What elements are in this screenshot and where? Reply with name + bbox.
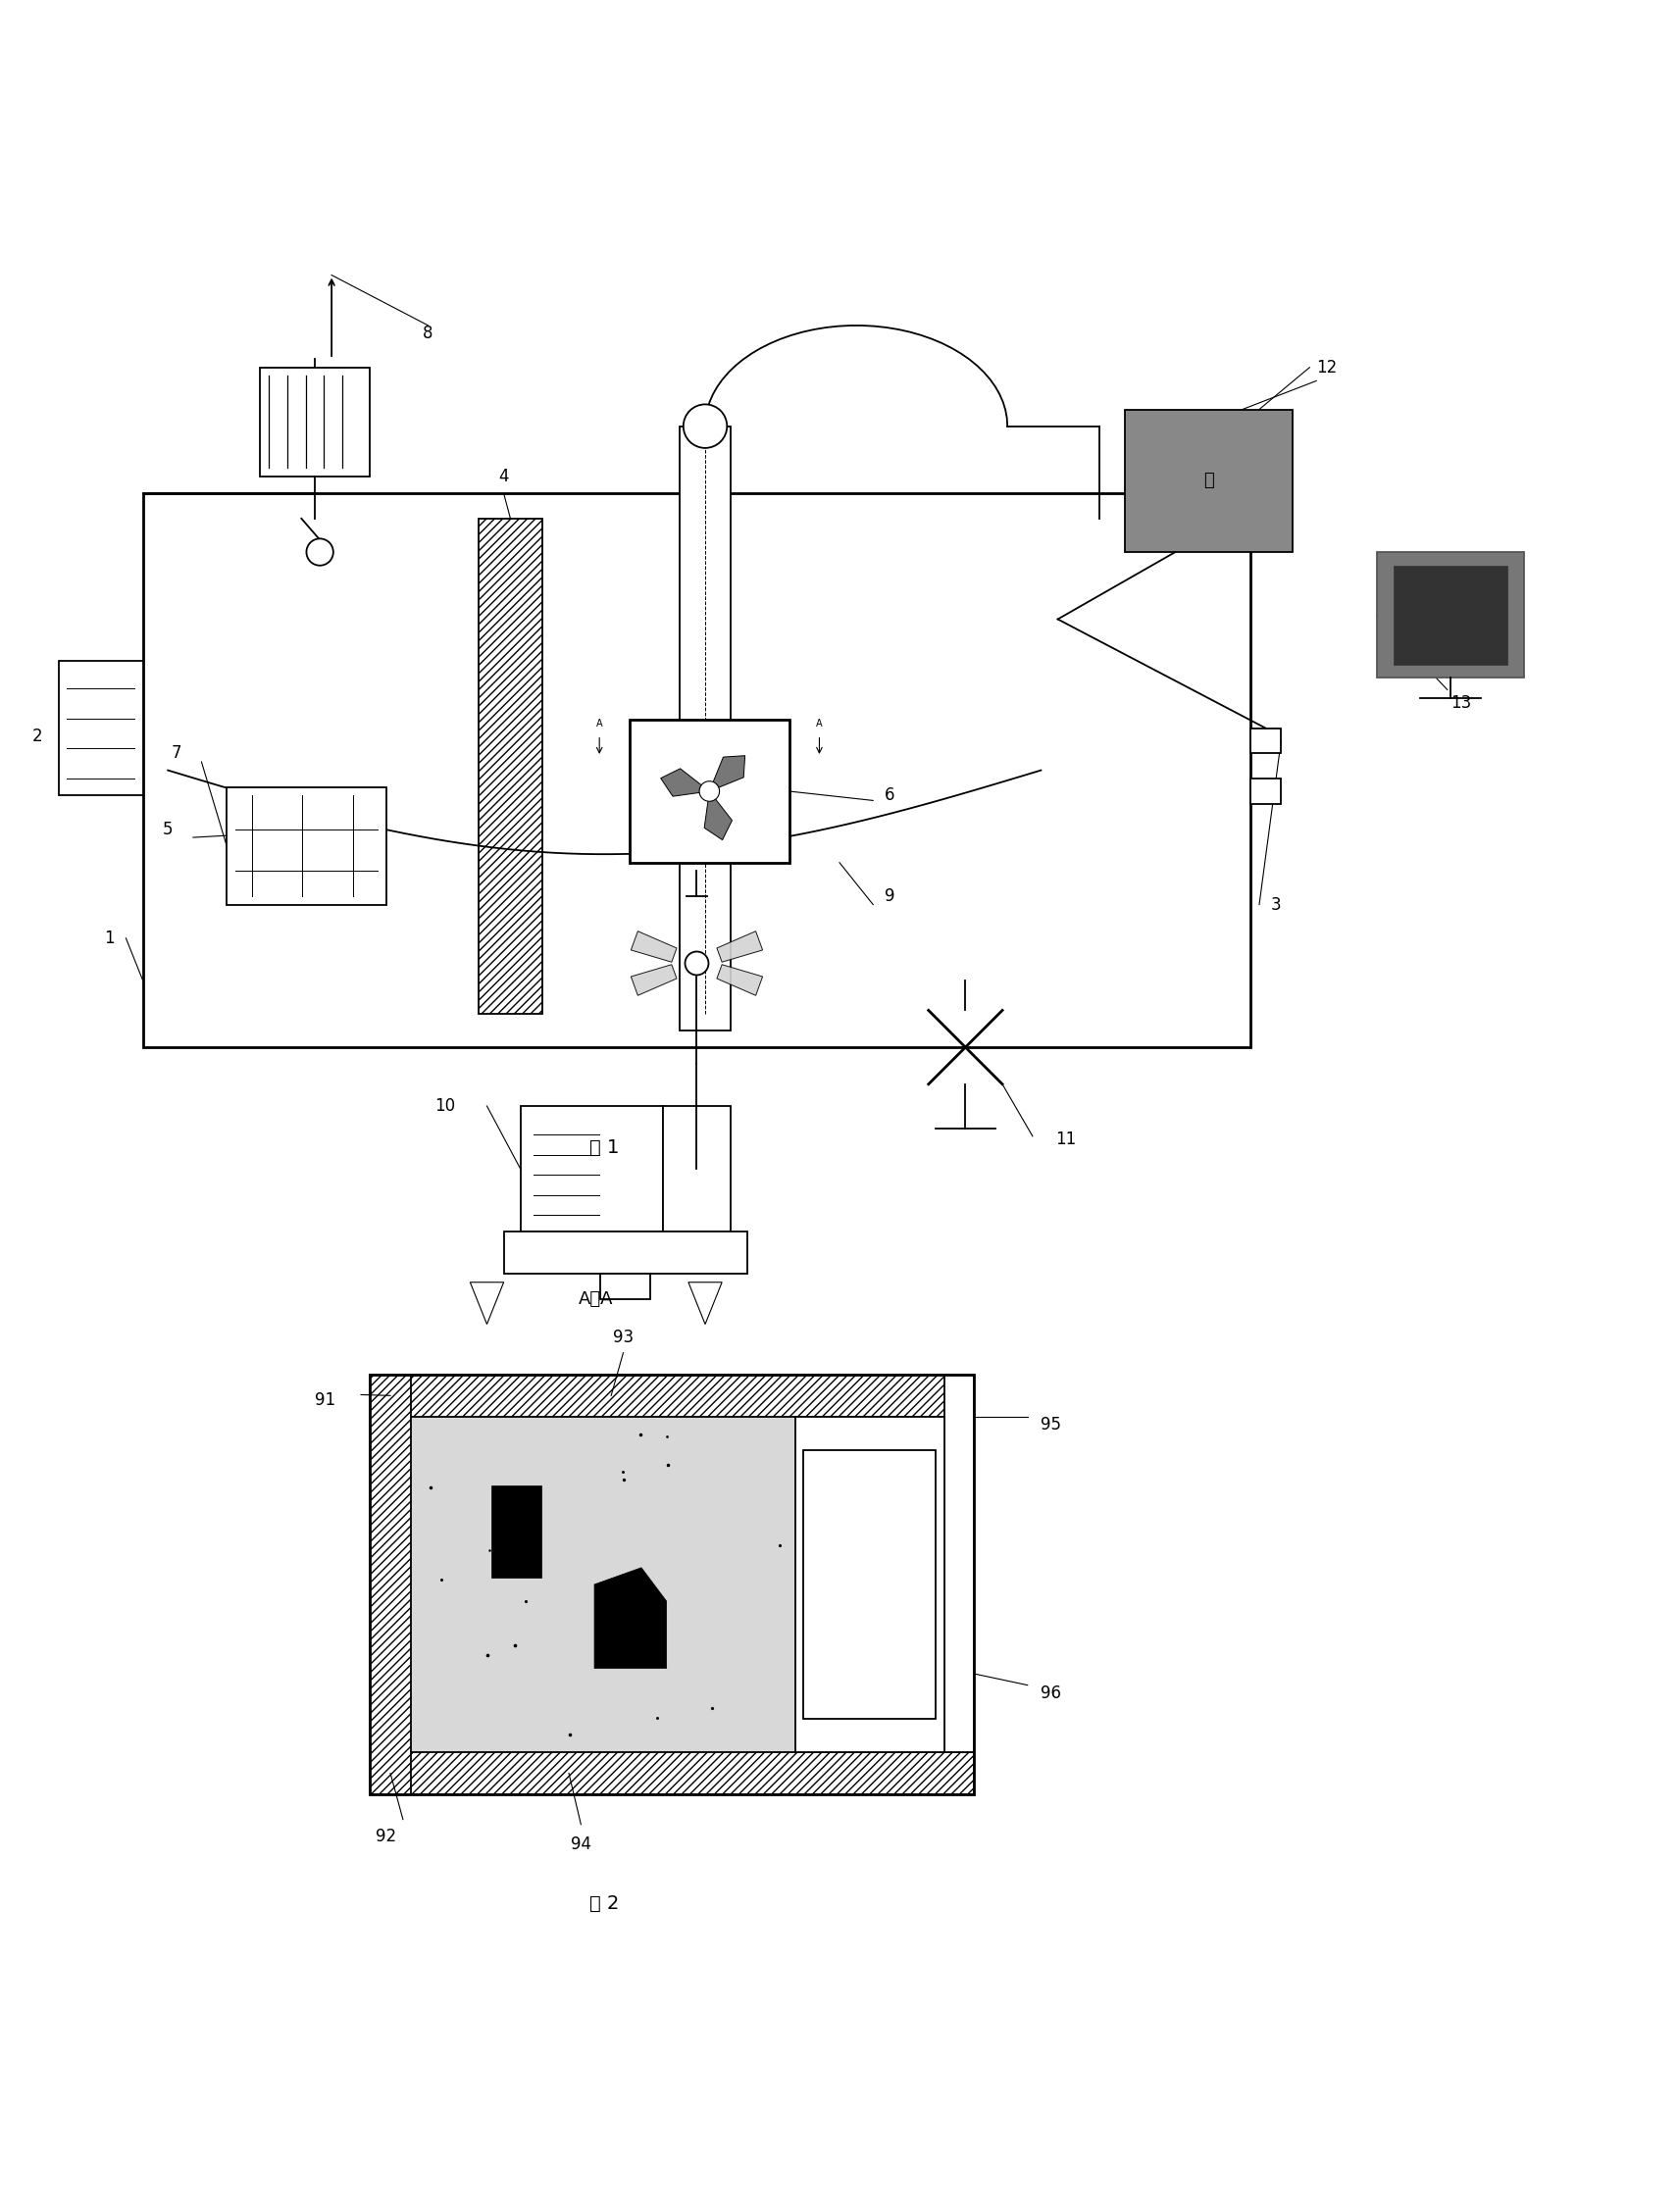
Bar xyxy=(1251,728,1281,754)
Bar xyxy=(796,1416,944,1752)
Bar xyxy=(59,661,143,796)
Text: 6: 6 xyxy=(885,787,895,805)
Bar xyxy=(504,1232,747,1274)
Text: 9: 9 xyxy=(885,887,895,905)
Bar xyxy=(1125,409,1293,553)
Bar xyxy=(143,493,1251,1046)
Text: 93: 93 xyxy=(613,1329,633,1347)
Circle shape xyxy=(683,405,727,449)
Bar xyxy=(411,1416,944,1752)
Text: A－A: A－A xyxy=(579,1290,613,1307)
Bar xyxy=(599,1274,650,1298)
Text: 94: 94 xyxy=(571,1836,591,1854)
Polygon shape xyxy=(662,768,709,796)
Text: A: A xyxy=(596,719,603,728)
Bar xyxy=(369,1374,974,1794)
Bar xyxy=(520,1106,663,1232)
Text: 7: 7 xyxy=(171,745,181,763)
Circle shape xyxy=(306,540,334,566)
Bar xyxy=(479,518,542,1013)
Text: 95: 95 xyxy=(1041,1416,1061,1433)
Text: 8: 8 xyxy=(423,325,433,343)
Text: 图 2: 图 2 xyxy=(589,1893,620,1913)
Text: 3: 3 xyxy=(1271,896,1281,914)
Bar xyxy=(630,719,789,863)
Circle shape xyxy=(698,781,719,801)
Bar xyxy=(1394,566,1508,664)
Bar xyxy=(227,787,386,905)
Text: 92: 92 xyxy=(376,1827,396,1845)
Text: 5: 5 xyxy=(163,821,173,838)
Polygon shape xyxy=(709,757,745,792)
Polygon shape xyxy=(594,1568,667,1668)
Bar xyxy=(369,1752,974,1794)
Bar xyxy=(804,1451,935,1719)
Text: 炬: 炬 xyxy=(1204,471,1214,489)
Bar xyxy=(260,367,369,476)
Text: 13: 13 xyxy=(1451,695,1471,712)
Text: 4: 4 xyxy=(499,467,509,484)
Text: 10: 10 xyxy=(435,1097,455,1115)
Bar xyxy=(663,1106,730,1232)
Text: 1: 1 xyxy=(104,929,114,947)
Bar xyxy=(680,427,730,1031)
Text: 91: 91 xyxy=(316,1391,336,1409)
Bar xyxy=(492,1486,542,1577)
Text: 图 1: 图 1 xyxy=(589,1139,620,1157)
Circle shape xyxy=(685,951,709,975)
Text: 96: 96 xyxy=(1041,1686,1061,1703)
Bar xyxy=(944,1374,974,1752)
Polygon shape xyxy=(717,931,762,962)
Polygon shape xyxy=(704,792,732,841)
Bar xyxy=(1251,779,1281,803)
Polygon shape xyxy=(717,964,762,995)
Text: 12: 12 xyxy=(1316,358,1336,376)
Polygon shape xyxy=(631,931,677,962)
Text: 11: 11 xyxy=(1056,1130,1076,1148)
Polygon shape xyxy=(631,964,677,995)
Text: A: A xyxy=(816,719,823,728)
Text: 2: 2 xyxy=(32,728,42,745)
Bar xyxy=(369,1374,411,1794)
Bar xyxy=(1377,553,1525,677)
Bar xyxy=(369,1374,974,1416)
